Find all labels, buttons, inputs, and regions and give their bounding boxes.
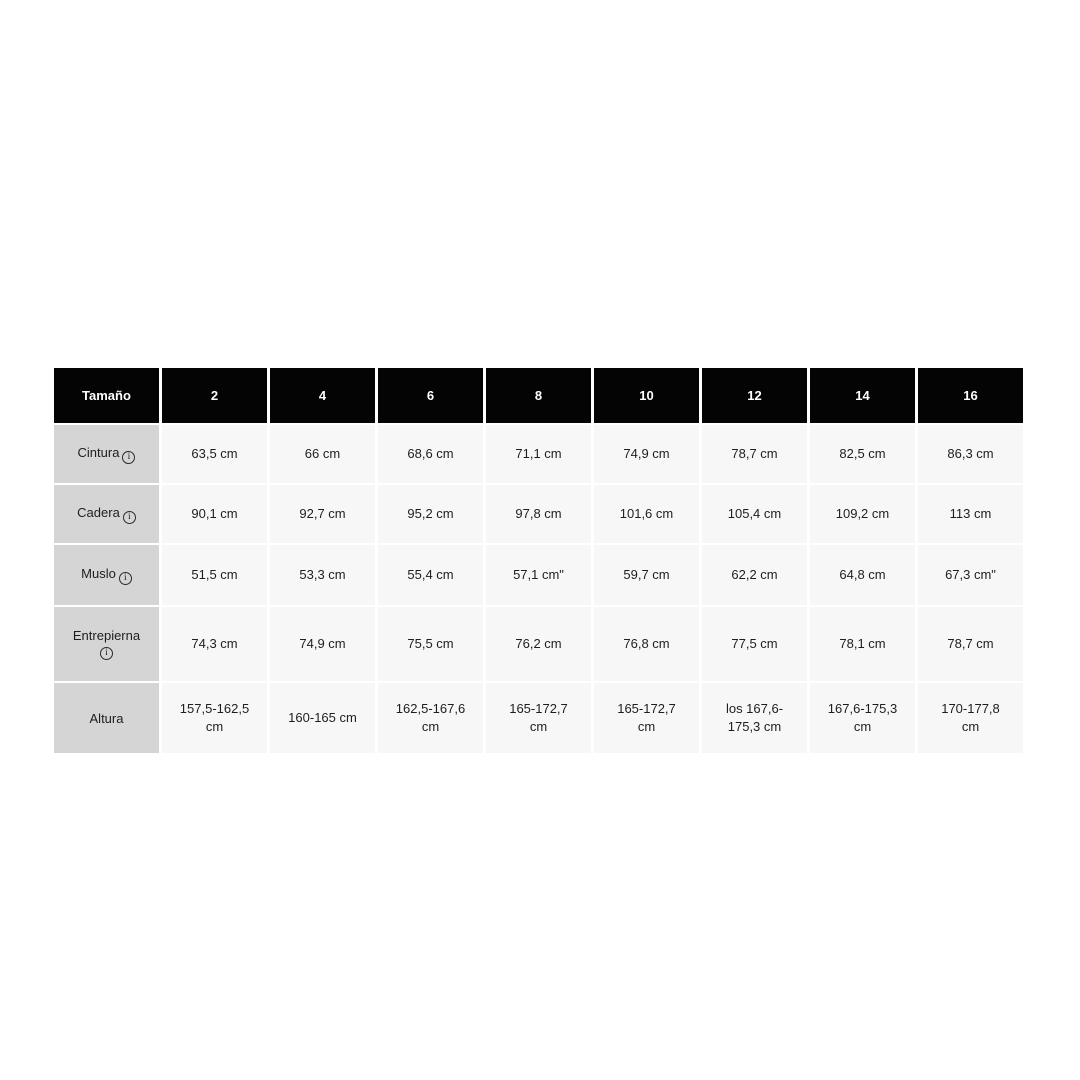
column-header-size-4: 4 xyxy=(270,368,375,423)
cell-muslo-size-8: 57,1 cm" xyxy=(486,545,591,605)
cell-altura-size-12: los 167,6-175,3 cm xyxy=(702,683,807,753)
cell-altura-size-6: 162,5-167,6 cm xyxy=(378,683,483,753)
cell-cadera-size-16: 113 cm xyxy=(918,485,1023,543)
column-header-size-6: 6 xyxy=(378,368,483,423)
cell-entrepierna-size-10: 76,8 cm xyxy=(594,607,699,681)
cell-cadera-size-10: 101,6 cm xyxy=(594,485,699,543)
size-chart-table: Tamaño 2 4 6 8 10 12 14 16 Cintura i 63,5… xyxy=(51,366,1026,755)
row-label-entrepierna: Entrepierna i xyxy=(54,607,159,681)
table-row-muslo: Muslo i 51,5 cm 53,3 cm 55,4 cm 57,1 cm" … xyxy=(54,545,1023,605)
cell-cadera-size-6: 95,2 cm xyxy=(378,485,483,543)
row-label-text: Entrepierna xyxy=(72,627,141,643)
row-label-text: Cintura xyxy=(77,444,120,460)
cell-muslo-size-16: 67,3 cm" xyxy=(918,545,1023,605)
cell-entrepierna-size-6: 75,5 cm xyxy=(378,607,483,681)
cell-cintura-size-10: 74,9 cm xyxy=(594,425,699,483)
row-label-text: Cadera xyxy=(77,504,120,520)
table-row-cintura: Cintura i 63,5 cm 66 cm 68,6 cm 71,1 cm 7… xyxy=(54,425,1023,483)
column-header-size-2: 2 xyxy=(162,368,267,423)
size-chart-header: Tamaño 2 4 6 8 10 12 14 16 xyxy=(54,368,1023,423)
column-header-size-8: 8 xyxy=(486,368,591,423)
cell-altura-size-2: 157,5-162,5 cm xyxy=(162,683,267,753)
cell-cadera-size-8: 97,8 cm xyxy=(486,485,591,543)
cell-altura-size-14: 167,6-175,3 cm xyxy=(810,683,915,753)
row-label-muslo: Muslo i xyxy=(54,545,159,605)
row-label-text: Altura xyxy=(89,710,124,726)
header-row: Tamaño 2 4 6 8 10 12 14 16 xyxy=(54,368,1023,423)
cell-cintura-size-8: 71,1 cm xyxy=(486,425,591,483)
cell-entrepierna-size-4: 74,9 cm xyxy=(270,607,375,681)
row-label-cintura: Cintura i xyxy=(54,425,159,483)
cell-altura-size-4: 160-165 cm xyxy=(270,683,375,753)
column-header-tamano: Tamaño xyxy=(54,368,159,423)
table-row-altura: Altura 157,5-162,5 cm 160-165 cm 162,5-1… xyxy=(54,683,1023,753)
info-icon[interactable]: i xyxy=(118,571,132,585)
cell-cintura-size-2: 63,5 cm xyxy=(162,425,267,483)
cell-muslo-size-2: 51,5 cm xyxy=(162,545,267,605)
row-label-altura: Altura xyxy=(54,683,159,753)
column-header-size-10: 10 xyxy=(594,368,699,423)
row-label-text: Muslo xyxy=(81,565,116,581)
cell-entrepierna-size-8: 76,2 cm xyxy=(486,607,591,681)
row-label-cadera: Cadera i xyxy=(54,485,159,543)
cell-cintura-size-16: 86,3 cm xyxy=(918,425,1023,483)
cell-cintura-size-14: 82,5 cm xyxy=(810,425,915,483)
cell-muslo-size-6: 55,4 cm xyxy=(378,545,483,605)
info-icon[interactable]: i xyxy=(100,647,113,661)
cell-altura-size-16: 170-177,8 cm xyxy=(918,683,1023,753)
table-row-cadera: Cadera i 90,1 cm 92,7 cm 95,2 cm 97,8 cm … xyxy=(54,485,1023,543)
cell-muslo-size-4: 53,3 cm xyxy=(270,545,375,605)
cell-entrepierna-size-14: 78,1 cm xyxy=(810,607,915,681)
column-header-size-16: 16 xyxy=(918,368,1023,423)
cell-entrepierna-size-2: 74,3 cm xyxy=(162,607,267,681)
cell-cadera-size-4: 92,7 cm xyxy=(270,485,375,543)
info-icon[interactable]: i xyxy=(122,450,136,464)
cell-cadera-size-14: 109,2 cm xyxy=(810,485,915,543)
cell-muslo-size-14: 64,8 cm xyxy=(810,545,915,605)
cell-altura-size-8: 165-172,7 cm xyxy=(486,683,591,753)
cell-muslo-size-10: 59,7 cm xyxy=(594,545,699,605)
cell-cadera-size-12: 105,4 cm xyxy=(702,485,807,543)
table-row-entrepierna: Entrepierna i 74,3 cm 74,9 cm 75,5 cm 76,… xyxy=(54,607,1023,681)
cell-cintura-size-6: 68,6 cm xyxy=(378,425,483,483)
column-header-size-14: 14 xyxy=(810,368,915,423)
cell-cintura-size-4: 66 cm xyxy=(270,425,375,483)
cell-muslo-size-12: 62,2 cm xyxy=(702,545,807,605)
cell-entrepierna-size-12: 77,5 cm xyxy=(702,607,807,681)
cell-cadera-size-2: 90,1 cm xyxy=(162,485,267,543)
column-header-size-12: 12 xyxy=(702,368,807,423)
cell-altura-size-10: 165-172,7 cm xyxy=(594,683,699,753)
info-icon[interactable]: i xyxy=(122,510,136,524)
cell-entrepierna-size-16: 78,7 cm xyxy=(918,607,1023,681)
cell-cintura-size-12: 78,7 cm xyxy=(702,425,807,483)
